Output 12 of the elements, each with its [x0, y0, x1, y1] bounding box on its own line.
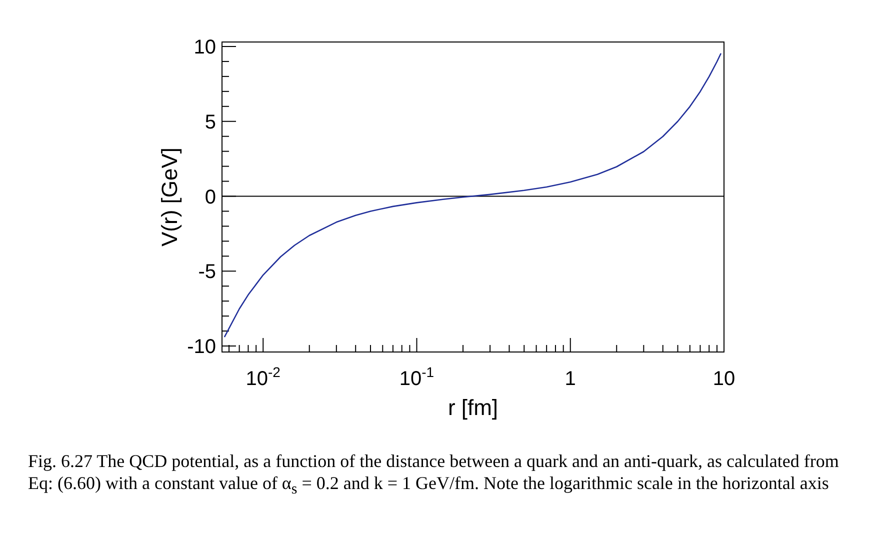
y-tick-label: 0 [204, 186, 216, 208]
y-tick-label: 5 [204, 111, 216, 134]
x-tick-label: 10$^{-1}$ [399, 364, 434, 390]
x-axis-title: r [fm] [448, 395, 498, 420]
x-tick-label: 1 [564, 368, 576, 390]
caption: Fig. 6.27 The QCD potential, as a function of the distance between a quark and an anti-quark, as calculated from Eq: (6.60) with a constant value of α$_{s}$ = 0.2 and k = 1 GeV/fm. Note the logarithmic scale in the horizontal axis [28, 450, 840, 500]
x-tick-label: 10$^{-2}$ [246, 364, 281, 390]
y-tick-label: 10 [194, 36, 216, 58]
x-tick-label: 10 [712, 368, 736, 390]
y-axis-title: V(r) [GeV] [157, 147, 182, 247]
y-tick-label: -10 [187, 336, 216, 358]
y-tick-label: -5 [198, 261, 216, 284]
